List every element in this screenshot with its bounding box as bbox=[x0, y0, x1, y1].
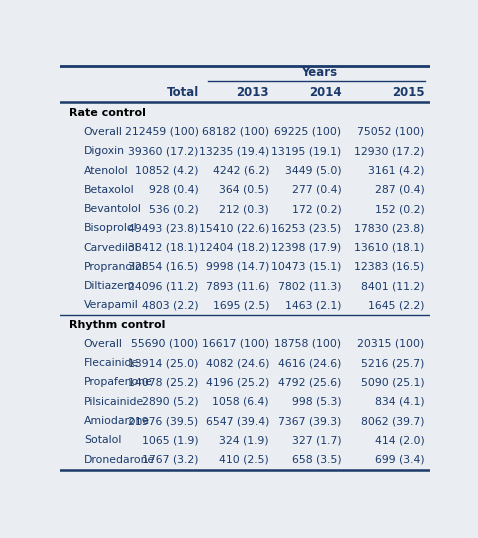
Text: Overall: Overall bbox=[84, 339, 123, 349]
Text: 32854 (16.5): 32854 (16.5) bbox=[129, 262, 199, 272]
Text: 13235 (19.4): 13235 (19.4) bbox=[199, 146, 269, 156]
Text: 2890 (5.2): 2890 (5.2) bbox=[142, 397, 199, 407]
Text: 38412 (18.1): 38412 (18.1) bbox=[129, 243, 199, 253]
Text: Total: Total bbox=[166, 86, 199, 99]
Text: 324 (1.9): 324 (1.9) bbox=[219, 435, 269, 445]
Text: 699 (3.4): 699 (3.4) bbox=[375, 455, 424, 464]
Text: Sotalol: Sotalol bbox=[84, 435, 121, 445]
Text: Bisoprolol: Bisoprolol bbox=[84, 223, 138, 233]
Text: 20315 (100): 20315 (100) bbox=[358, 339, 424, 349]
Text: 12398 (17.9): 12398 (17.9) bbox=[271, 243, 341, 253]
Text: 8062 (39.7): 8062 (39.7) bbox=[361, 416, 424, 426]
Text: 2014: 2014 bbox=[309, 86, 341, 99]
Text: 17830 (23.8): 17830 (23.8) bbox=[354, 223, 424, 233]
Text: Rhythm control: Rhythm control bbox=[69, 320, 165, 330]
Text: 2013: 2013 bbox=[237, 86, 269, 99]
Text: 10473 (15.1): 10473 (15.1) bbox=[271, 262, 341, 272]
Text: Verapamil: Verapamil bbox=[84, 300, 139, 310]
Text: 364 (0.5): 364 (0.5) bbox=[219, 185, 269, 195]
Text: Flecainide: Flecainide bbox=[84, 358, 139, 368]
Text: 3449 (5.0): 3449 (5.0) bbox=[285, 166, 341, 175]
Text: 277 (0.4): 277 (0.4) bbox=[292, 185, 341, 195]
Text: 9998 (14.7): 9998 (14.7) bbox=[206, 262, 269, 272]
Text: 2015: 2015 bbox=[392, 86, 424, 99]
Text: 152 (0.2): 152 (0.2) bbox=[375, 204, 424, 214]
Text: 18758 (100): 18758 (100) bbox=[274, 339, 341, 349]
Text: 39360 (17.2): 39360 (17.2) bbox=[128, 146, 199, 156]
Text: 8401 (11.2): 8401 (11.2) bbox=[361, 281, 424, 291]
Text: Betaxolol: Betaxolol bbox=[84, 185, 134, 195]
Text: 1645 (2.2): 1645 (2.2) bbox=[368, 300, 424, 310]
Text: 212459 (100): 212459 (100) bbox=[125, 127, 199, 137]
Text: 12930 (17.2): 12930 (17.2) bbox=[354, 146, 424, 156]
Text: 69225 (100): 69225 (100) bbox=[274, 127, 341, 137]
Text: 172 (0.2): 172 (0.2) bbox=[292, 204, 341, 214]
Text: 16253 (23.5): 16253 (23.5) bbox=[271, 223, 341, 233]
Text: 16617 (100): 16617 (100) bbox=[202, 339, 269, 349]
Text: 12383 (16.5): 12383 (16.5) bbox=[354, 262, 424, 272]
Text: Rate control: Rate control bbox=[69, 108, 146, 118]
Text: 3161 (4.2): 3161 (4.2) bbox=[368, 166, 424, 175]
Text: 21976 (39.5): 21976 (39.5) bbox=[129, 416, 199, 426]
Text: 998 (5.3): 998 (5.3) bbox=[292, 397, 341, 407]
Text: Propafenone: Propafenone bbox=[84, 378, 152, 387]
Text: Carvedilol: Carvedilol bbox=[84, 243, 139, 253]
Text: 1695 (2.5): 1695 (2.5) bbox=[213, 300, 269, 310]
Text: 13914 (25.0): 13914 (25.0) bbox=[128, 358, 199, 368]
Text: 928 (0.4): 928 (0.4) bbox=[149, 185, 199, 195]
Text: Dronedarone: Dronedarone bbox=[84, 455, 155, 464]
Text: 4196 (25.2): 4196 (25.2) bbox=[206, 378, 269, 387]
Text: 212 (0.3): 212 (0.3) bbox=[219, 204, 269, 214]
Text: 536 (0.2): 536 (0.2) bbox=[149, 204, 199, 214]
Text: 14078 (25.2): 14078 (25.2) bbox=[128, 378, 199, 387]
Text: 834 (4.1): 834 (4.1) bbox=[375, 397, 424, 407]
Text: 7893 (11.6): 7893 (11.6) bbox=[206, 281, 269, 291]
Text: 410 (2.5): 410 (2.5) bbox=[219, 455, 269, 464]
Text: 1463 (2.1): 1463 (2.1) bbox=[285, 300, 341, 310]
Text: 6547 (39.4): 6547 (39.4) bbox=[206, 416, 269, 426]
Text: 4803 (2.2): 4803 (2.2) bbox=[142, 300, 199, 310]
Text: 4792 (25.6): 4792 (25.6) bbox=[278, 378, 341, 387]
Text: 7802 (11.3): 7802 (11.3) bbox=[278, 281, 341, 291]
Text: 15410 (22.6): 15410 (22.6) bbox=[199, 223, 269, 233]
Text: 327 (1.7): 327 (1.7) bbox=[292, 435, 341, 445]
Text: 13195 (19.1): 13195 (19.1) bbox=[271, 146, 341, 156]
Text: 287 (0.4): 287 (0.4) bbox=[375, 185, 424, 195]
Text: 12404 (18.2): 12404 (18.2) bbox=[199, 243, 269, 253]
Bar bbox=[60, 65, 430, 103]
Text: 4082 (24.6): 4082 (24.6) bbox=[206, 358, 269, 368]
Text: 75052 (100): 75052 (100) bbox=[358, 127, 424, 137]
Text: 4242 (6.2): 4242 (6.2) bbox=[213, 166, 269, 175]
Text: Bevantolol: Bevantolol bbox=[84, 204, 141, 214]
Text: 49493 (23.8): 49493 (23.8) bbox=[129, 223, 199, 233]
Text: 68182 (100): 68182 (100) bbox=[202, 127, 269, 137]
Text: Years: Years bbox=[301, 66, 337, 79]
Text: Pilsicainide: Pilsicainide bbox=[84, 397, 144, 407]
Text: 658 (3.5): 658 (3.5) bbox=[292, 455, 341, 464]
Text: 5090 (25.1): 5090 (25.1) bbox=[361, 378, 424, 387]
Text: 24096 (11.2): 24096 (11.2) bbox=[128, 281, 199, 291]
Text: Propranolol: Propranolol bbox=[84, 262, 146, 272]
Text: Diltiazem: Diltiazem bbox=[84, 281, 135, 291]
Text: 1065 (1.9): 1065 (1.9) bbox=[142, 435, 199, 445]
Text: Atenolol: Atenolol bbox=[84, 166, 129, 175]
Text: 13610 (18.1): 13610 (18.1) bbox=[354, 243, 424, 253]
Text: 10852 (4.2): 10852 (4.2) bbox=[135, 166, 199, 175]
Text: 4616 (24.6): 4616 (24.6) bbox=[278, 358, 341, 368]
Text: 1767 (3.2): 1767 (3.2) bbox=[142, 455, 199, 464]
Text: Overall: Overall bbox=[84, 127, 123, 137]
Text: 7367 (39.3): 7367 (39.3) bbox=[278, 416, 341, 426]
Text: 55690 (100): 55690 (100) bbox=[131, 339, 199, 349]
Text: Amiodarone: Amiodarone bbox=[84, 416, 150, 426]
Text: 414 (2.0): 414 (2.0) bbox=[375, 435, 424, 445]
Text: 1058 (6.4): 1058 (6.4) bbox=[212, 397, 269, 407]
Text: Digoxin: Digoxin bbox=[84, 146, 125, 156]
Text: 5216 (25.7): 5216 (25.7) bbox=[361, 358, 424, 368]
